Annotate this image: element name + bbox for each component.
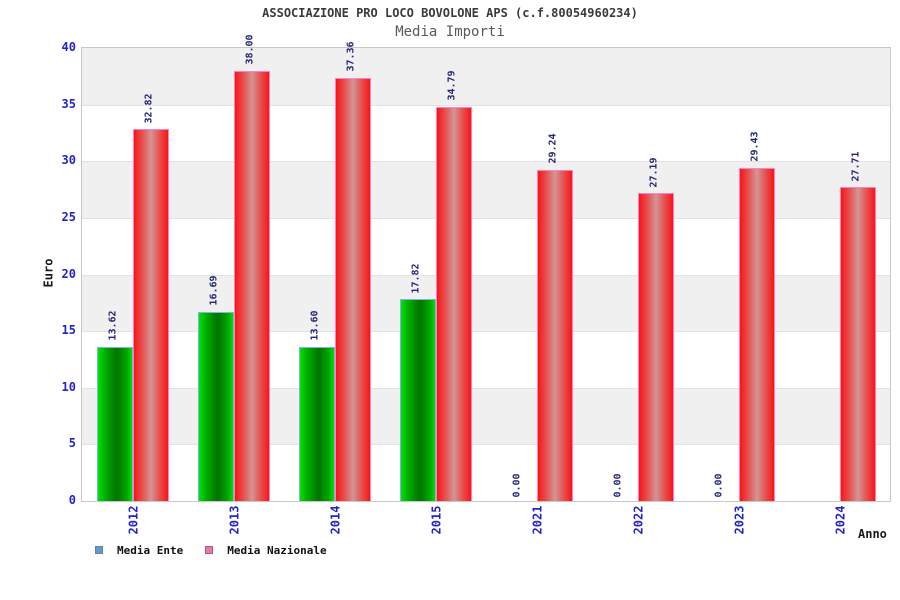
- bar-media-nazionale-2022: [637, 193, 674, 501]
- x-axis-label-2013-text: 2013: [227, 505, 242, 535]
- plot-area: [81, 47, 891, 502]
- bar-media-ente-2015: [399, 299, 436, 501]
- bar-media-ente-2012: [96, 346, 133, 501]
- bar-media-ente-2014: [298, 346, 335, 501]
- legend-swatch-media-ente: [95, 546, 103, 554]
- y-axis-tick-label: 35: [61, 96, 76, 111]
- legend-label-media-nazionale: Media Nazionale: [227, 543, 327, 557]
- gridline: [82, 387, 890, 389]
- y-axis-tick-label: 40: [61, 40, 76, 54]
- bar-media-nazionale-2015: [435, 107, 472, 501]
- bar-media-nazionale-2013: [233, 70, 270, 501]
- chart-subtitle: Media Importi: [395, 24, 505, 40]
- gridline: [82, 161, 890, 163]
- x-axis-label-2012-text: 2012: [126, 505, 141, 535]
- bar-media-ente-2013: [197, 311, 234, 501]
- grid-band: [82, 48, 890, 105]
- gridline: [82, 331, 890, 333]
- gridline: [82, 444, 890, 446]
- y-axis-tick-label: 15: [61, 323, 76, 338]
- x-axis-label-2015-text: 2015: [429, 505, 444, 535]
- gridline: [82, 274, 890, 276]
- y-axis-tick-label: 5: [68, 436, 76, 451]
- grid-band: [82, 104, 890, 162]
- x-axis-label-2023-text: 2023: [732, 505, 747, 535]
- x-axis-label-2024-text: 2024: [833, 505, 848, 535]
- gridline: [82, 104, 890, 106]
- y-axis-tick-label: 25: [61, 209, 76, 224]
- x-axis-label-2022-text: 2022: [631, 505, 646, 535]
- y-axis-tick-label: 30: [61, 153, 76, 168]
- bar-media-nazionale-2024: [839, 187, 876, 501]
- legend-swatch-media-nazionale: [205, 546, 214, 554]
- x-axis-label-2014-text: 2014: [328, 505, 343, 535]
- legend-item-media-ente: Media Ente: [95, 544, 183, 557]
- x-axis-label-2021-text: 2021: [530, 505, 545, 535]
- x-axis-title: Anno: [858, 527, 887, 541]
- chart-title: ASSOCIAZIONE PRO LOCO BOVOLONE APS (c.f.…: [262, 6, 638, 20]
- legend-item-media-nazionale: Media Nazionale: [205, 543, 327, 557]
- bar-media-nazionale-2012: [132, 129, 169, 501]
- legend-label-media-ente: Media Ente: [117, 543, 184, 557]
- gridline: [82, 217, 890, 219]
- bar-media-nazionale-2023: [738, 167, 775, 501]
- y-axis-tick-label: 20: [61, 266, 76, 281]
- legend: Media Ente Media Nazionale: [95, 541, 349, 559]
- y-axis-tick-label: 0: [68, 493, 76, 507]
- y-axis-tick-label: 10: [61, 379, 76, 394]
- bar-media-nazionale-2021: [536, 169, 573, 501]
- bar-media-nazionale-2014: [334, 77, 371, 501]
